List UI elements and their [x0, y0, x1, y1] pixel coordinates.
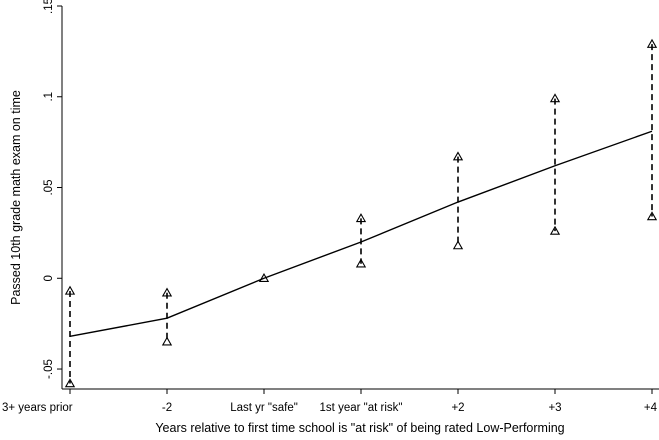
x-tick-label: Last yr "safe" — [230, 402, 298, 414]
y-axis-label: Passed 10th grade math exam on time — [9, 90, 23, 305]
upper-bound-marker — [452, 151, 464, 161]
y-tick-label: -.05 — [43, 359, 55, 379]
axes: -.05 0 .05 .1 .15 3+ years prior -2 Last yr "sa… — [2, 0, 659, 414]
upper-bound-marker — [646, 38, 658, 48]
confidence-intervals — [69, 44, 653, 384]
x-tick-label: +4 — [644, 402, 658, 414]
lower-bound-marker — [355, 258, 367, 268]
upper-bound-marker — [161, 287, 173, 297]
axis-labels: Years relative to first time school is "… — [9, 90, 565, 435]
x-tick-label: 1st year "at risk" — [320, 402, 403, 414]
y-tick-label: 0 — [43, 275, 55, 281]
estimate-line — [69, 130, 653, 338]
x-axis-label: Years relative to first time school is "… — [155, 421, 564, 435]
x-tick-label: +2 — [451, 402, 464, 414]
lower-bound-marker — [646, 211, 658, 221]
y-tick-label: .15 — [43, 0, 55, 14]
lower-bound-marker — [161, 336, 173, 346]
estimate-line-layer — [69, 130, 653, 338]
lower-bound-marker — [452, 240, 464, 250]
upper-bound-marker — [258, 272, 270, 282]
y-tick-label: .05 — [43, 180, 55, 196]
upper-bound-marker — [64, 285, 76, 295]
upper-bound-marker — [549, 93, 561, 103]
x-tick-label: 3+ years prior — [2, 402, 73, 414]
lower-bound-marker — [549, 225, 561, 235]
lower-bound-marker — [64, 378, 76, 388]
x-tick-label: -2 — [162, 402, 172, 414]
upper-bound-marker — [355, 213, 367, 223]
x-tick-label: +3 — [548, 402, 561, 414]
y-tick-label: .1 — [43, 92, 55, 102]
triangle-markers — [64, 38, 658, 388]
